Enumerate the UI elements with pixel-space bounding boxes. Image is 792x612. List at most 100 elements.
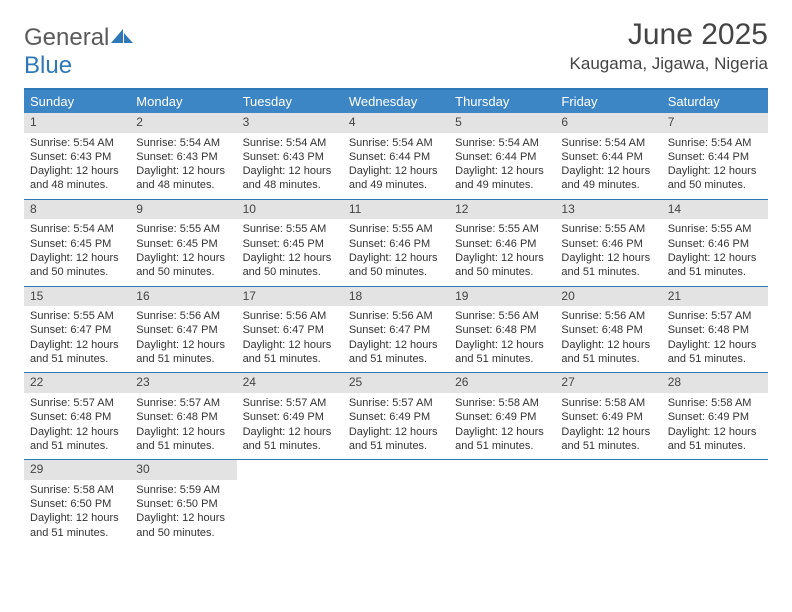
daylight-line: Daylight: 12 hours and 51 minutes. — [136, 425, 230, 454]
calendar-day-cell: 14Sunrise: 5:55 AMSunset: 6:46 PMDayligh… — [662, 200, 768, 286]
day-number: 18 — [343, 287, 449, 307]
day-number: 20 — [555, 287, 661, 307]
day-number: 19 — [449, 287, 555, 307]
page-header: General Blue June 2025 Kaugama, Jigawa, … — [24, 18, 768, 80]
sunrise-line: Sunrise: 5:54 AM — [455, 136, 549, 150]
sunrise-line: Sunrise: 5:57 AM — [136, 396, 230, 410]
calendar-day-cell: 13Sunrise: 5:55 AMSunset: 6:46 PMDayligh… — [555, 200, 661, 286]
daylight-line: Daylight: 12 hours and 51 minutes. — [349, 338, 443, 367]
sunset-line: Sunset: 6:45 PM — [243, 237, 337, 251]
day-body: Sunrise: 5:55 AMSunset: 6:45 PMDaylight:… — [130, 219, 236, 285]
sunset-line: Sunset: 6:48 PM — [30, 410, 124, 424]
day-body: Sunrise: 5:54 AMSunset: 6:44 PMDaylight:… — [555, 133, 661, 199]
sunrise-line: Sunrise: 5:55 AM — [136, 222, 230, 236]
day-number: 23 — [130, 373, 236, 393]
day-body: Sunrise: 5:57 AMSunset: 6:48 PMDaylight:… — [662, 306, 768, 372]
day-number: 30 — [130, 460, 236, 480]
day-body: Sunrise: 5:58 AMSunset: 6:49 PMDaylight:… — [449, 393, 555, 459]
day-number: 13 — [555, 200, 661, 220]
daylight-line: Daylight: 12 hours and 48 minutes. — [30, 164, 124, 193]
calendar-day-cell: 22Sunrise: 5:57 AMSunset: 6:48 PMDayligh… — [24, 373, 130, 459]
day-body: Sunrise: 5:57 AMSunset: 6:48 PMDaylight:… — [24, 393, 130, 459]
sunset-line: Sunset: 6:50 PM — [30, 497, 124, 511]
sunset-line: Sunset: 6:48 PM — [668, 323, 762, 337]
daylight-line: Daylight: 12 hours and 49 minutes. — [349, 164, 443, 193]
daylight-line: Daylight: 12 hours and 51 minutes. — [349, 425, 443, 454]
sunrise-line: Sunrise: 5:58 AM — [561, 396, 655, 410]
calendar-day-cell: 18Sunrise: 5:56 AMSunset: 6:47 PMDayligh… — [343, 287, 449, 373]
sunrise-line: Sunrise: 5:55 AM — [30, 309, 124, 323]
calendar-day-cell: 24Sunrise: 5:57 AMSunset: 6:49 PMDayligh… — [237, 373, 343, 459]
daylight-line: Daylight: 12 hours and 51 minutes. — [561, 251, 655, 280]
day-number: 17 — [237, 287, 343, 307]
sunset-line: Sunset: 6:47 PM — [349, 323, 443, 337]
day-body: Sunrise: 5:58 AMSunset: 6:49 PMDaylight:… — [662, 393, 768, 459]
daylight-line: Daylight: 12 hours and 51 minutes. — [30, 338, 124, 367]
day-number: 14 — [662, 200, 768, 220]
calendar-day-cell: 11Sunrise: 5:55 AMSunset: 6:46 PMDayligh… — [343, 200, 449, 286]
day-body: Sunrise: 5:56 AMSunset: 6:48 PMDaylight:… — [555, 306, 661, 372]
day-number: 9 — [130, 200, 236, 220]
day-body: Sunrise: 5:56 AMSunset: 6:47 PMDaylight:… — [130, 306, 236, 372]
sunset-line: Sunset: 6:45 PM — [136, 237, 230, 251]
calendar-day-cell: 21Sunrise: 5:57 AMSunset: 6:48 PMDayligh… — [662, 287, 768, 373]
day-number: 5 — [449, 113, 555, 133]
day-number: 27 — [555, 373, 661, 393]
day-body: Sunrise: 5:54 AMSunset: 6:43 PMDaylight:… — [130, 133, 236, 199]
calendar-day-cell: 17Sunrise: 5:56 AMSunset: 6:47 PMDayligh… — [237, 287, 343, 373]
calendar-week-row: 1Sunrise: 5:54 AMSunset: 6:43 PMDaylight… — [24, 113, 768, 200]
daylight-line: Daylight: 12 hours and 49 minutes. — [455, 164, 549, 193]
day-number: 8 — [24, 200, 130, 220]
sunset-line: Sunset: 6:44 PM — [561, 150, 655, 164]
daylight-line: Daylight: 12 hours and 49 minutes. — [561, 164, 655, 193]
daylight-line: Daylight: 12 hours and 51 minutes. — [455, 425, 549, 454]
day-body: Sunrise: 5:57 AMSunset: 6:49 PMDaylight:… — [343, 393, 449, 459]
day-body: Sunrise: 5:54 AMSunset: 6:43 PMDaylight:… — [24, 133, 130, 199]
daylight-line: Daylight: 12 hours and 51 minutes. — [668, 251, 762, 280]
sunset-line: Sunset: 6:49 PM — [455, 410, 549, 424]
day-number: 16 — [130, 287, 236, 307]
daylight-line: Daylight: 12 hours and 51 minutes. — [561, 425, 655, 454]
calendar-day-cell: 3Sunrise: 5:54 AMSunset: 6:43 PMDaylight… — [237, 113, 343, 199]
day-number: 3 — [237, 113, 343, 133]
day-body: Sunrise: 5:56 AMSunset: 6:47 PMDaylight:… — [343, 306, 449, 372]
sunset-line: Sunset: 6:44 PM — [668, 150, 762, 164]
title-block: June 2025 Kaugama, Jigawa, Nigeria — [570, 18, 768, 74]
logo-sail-icon — [111, 24, 133, 52]
day-body: Sunrise: 5:54 AMSunset: 6:44 PMDaylight:… — [662, 133, 768, 199]
sunset-line: Sunset: 6:48 PM — [455, 323, 549, 337]
day-number: 6 — [555, 113, 661, 133]
weekday-header: Thursday — [449, 90, 555, 113]
calendar-day-cell: 10Sunrise: 5:55 AMSunset: 6:45 PMDayligh… — [237, 200, 343, 286]
daylight-line: Daylight: 12 hours and 50 minutes. — [136, 251, 230, 280]
sunrise-line: Sunrise: 5:57 AM — [243, 396, 337, 410]
sunset-line: Sunset: 6:47 PM — [243, 323, 337, 337]
calendar-day-cell: 12Sunrise: 5:55 AMSunset: 6:46 PMDayligh… — [449, 200, 555, 286]
sunrise-line: Sunrise: 5:54 AM — [349, 136, 443, 150]
calendar-day-cell: 25Sunrise: 5:57 AMSunset: 6:49 PMDayligh… — [343, 373, 449, 459]
calendar-day-cell: .... — [343, 460, 449, 546]
day-number: 4 — [343, 113, 449, 133]
daylight-line: Daylight: 12 hours and 48 minutes. — [136, 164, 230, 193]
calendar-day-cell: 28Sunrise: 5:58 AMSunset: 6:49 PMDayligh… — [662, 373, 768, 459]
daylight-line: Daylight: 12 hours and 51 minutes. — [243, 338, 337, 367]
sunrise-line: Sunrise: 5:54 AM — [30, 136, 124, 150]
sunset-line: Sunset: 6:49 PM — [561, 410, 655, 424]
sunset-line: Sunset: 6:46 PM — [349, 237, 443, 251]
calendar-day-cell: 6Sunrise: 5:54 AMSunset: 6:44 PMDaylight… — [555, 113, 661, 199]
day-number: 2 — [130, 113, 236, 133]
day-body: Sunrise: 5:54 AMSunset: 6:44 PMDaylight:… — [343, 133, 449, 199]
day-number: 15 — [24, 287, 130, 307]
sunrise-line: Sunrise: 5:55 AM — [668, 222, 762, 236]
daylight-line: Daylight: 12 hours and 51 minutes. — [243, 425, 337, 454]
day-body: Sunrise: 5:56 AMSunset: 6:48 PMDaylight:… — [449, 306, 555, 372]
daylight-line: Daylight: 12 hours and 51 minutes. — [30, 511, 124, 540]
calendar-week-row: 29Sunrise: 5:58 AMSunset: 6:50 PMDayligh… — [24, 460, 768, 546]
calendar-day-cell: 20Sunrise: 5:56 AMSunset: 6:48 PMDayligh… — [555, 287, 661, 373]
sunrise-line: Sunrise: 5:56 AM — [561, 309, 655, 323]
day-number: 10 — [237, 200, 343, 220]
calendar-week-row: 15Sunrise: 5:55 AMSunset: 6:47 PMDayligh… — [24, 287, 768, 374]
calendar-day-cell: .... — [555, 460, 661, 546]
day-number: 21 — [662, 287, 768, 307]
sunrise-line: Sunrise: 5:56 AM — [455, 309, 549, 323]
